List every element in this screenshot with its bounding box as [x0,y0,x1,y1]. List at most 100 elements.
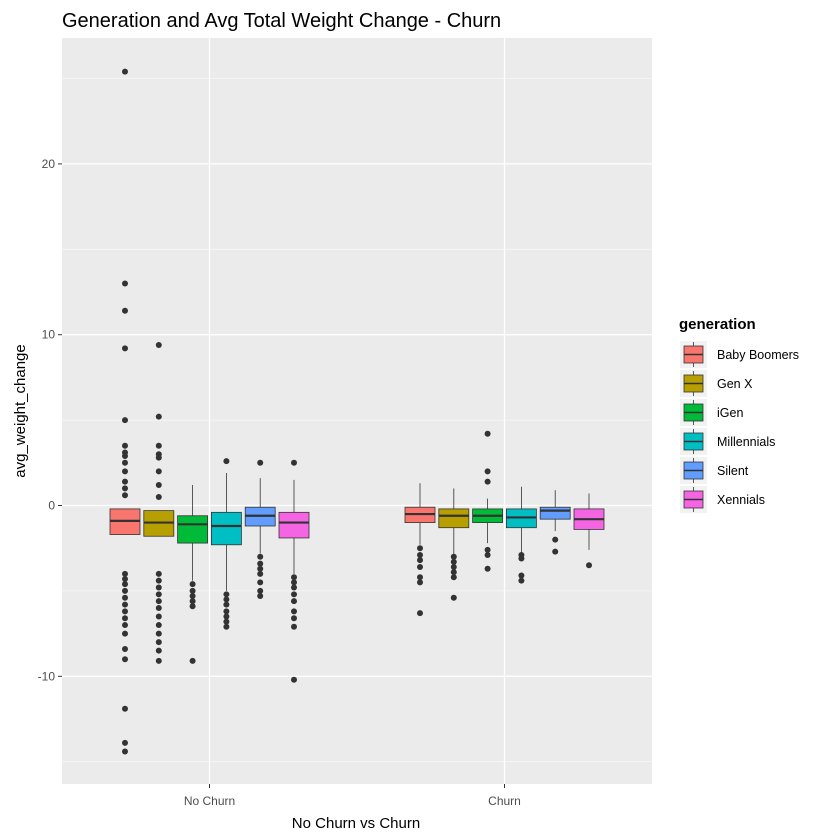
outlier-point [257,553,264,560]
legend-key-igen: iGen [680,399,743,426]
outlier-point [189,603,196,610]
outlier-point [155,468,162,475]
legend: generation Baby Boomers Gen X iGen Millenni… [679,316,799,513]
chart-title: Generation and Avg Total Weight Change -… [62,10,501,32]
outlier-point [223,601,230,608]
outlier-point [291,574,297,581]
outlier-point [417,579,423,586]
outlier-point [122,485,128,492]
legend-title: generation [679,316,756,333]
outlier-point [484,546,491,553]
box [143,341,175,664]
outlier-point [122,622,128,629]
outlier-point [223,613,230,620]
outlier-point [189,581,196,588]
outlier-point [122,748,128,755]
x-tick-label: No Churn [184,794,235,808]
outlier-point [155,493,162,500]
legend-label: iGen [717,406,743,420]
outlier-point [155,482,162,489]
outlier-point [417,563,423,570]
outlier-point [223,591,230,598]
outlier-point [122,280,128,287]
outlier-point [257,579,264,586]
box [573,493,605,569]
outlier-point [122,68,128,75]
series-baby-boomers [109,68,436,755]
outlier-point [155,647,162,654]
outlier-point [291,459,297,466]
outlier-point [122,645,128,652]
outlier-point [155,442,162,449]
outlier-point [122,739,128,746]
outlier-point [484,478,491,485]
outlier-point [417,557,423,564]
outlier-point [122,594,128,601]
outlier-point [518,555,525,562]
outlier-point [122,587,128,594]
outlier-point [223,618,230,625]
y-tick-label: -10 [38,669,56,683]
outlier-point [450,553,457,560]
outlier-point [450,558,457,565]
y-axis: -10 0 10 20 [38,157,62,683]
y-tick-label: 0 [48,499,55,513]
outlier-point [189,593,196,600]
outlier-point [155,591,162,598]
box-body [438,508,470,529]
outlier-point [122,705,128,712]
outlier-point [122,601,128,608]
outlier-point [291,598,297,605]
legend-key-millennials: Millennials [680,428,775,455]
outlier-point [122,442,128,449]
outlier-point [291,615,297,622]
outlier-point [257,459,264,466]
box [210,458,242,630]
outlier-point [518,577,525,584]
outlier-point [122,492,128,499]
outlier-point [122,608,128,615]
outlier-point [223,458,230,465]
outlier-point [484,468,491,475]
outlier-point [155,413,162,420]
outlier-point [291,591,297,598]
outlier-point [450,594,457,601]
outlier-point [122,630,128,637]
outlier-point [155,613,162,620]
outlier-point [155,584,162,591]
outlier-point [291,676,297,683]
outlier-point [484,430,491,437]
box [278,459,310,683]
outlier-point [122,468,128,475]
outlier-point [155,630,162,637]
outlier-point [155,622,162,629]
series-gen-x [143,341,470,664]
outlier-point [189,587,196,594]
box-body [177,515,209,544]
outlier-point [155,598,162,605]
legend-key-xennials: Xennials [680,486,765,513]
legend-label: Baby Boomers [717,348,799,362]
box-body [539,506,571,520]
outlier-point [189,657,196,664]
outlier-point [223,596,230,603]
outlier-point [586,562,592,569]
outlier-point [122,307,128,314]
y-axis-title: avg_weight_change [12,344,29,477]
legend-key-silent: Silent [680,457,749,484]
outlier-point [122,570,128,577]
box [177,485,209,664]
box [438,488,470,601]
outlier-point [257,565,264,572]
outlier-point [122,459,128,466]
gridlines [62,38,652,784]
outlier-point [484,552,491,559]
outlier-point [518,572,525,579]
x-axis: No Churn Churn [184,784,521,808]
box [505,486,537,584]
box [472,430,504,572]
outlier-point [223,623,230,630]
x-axis-title: No Churn vs Churn [292,815,420,832]
outlier-point [155,577,162,584]
